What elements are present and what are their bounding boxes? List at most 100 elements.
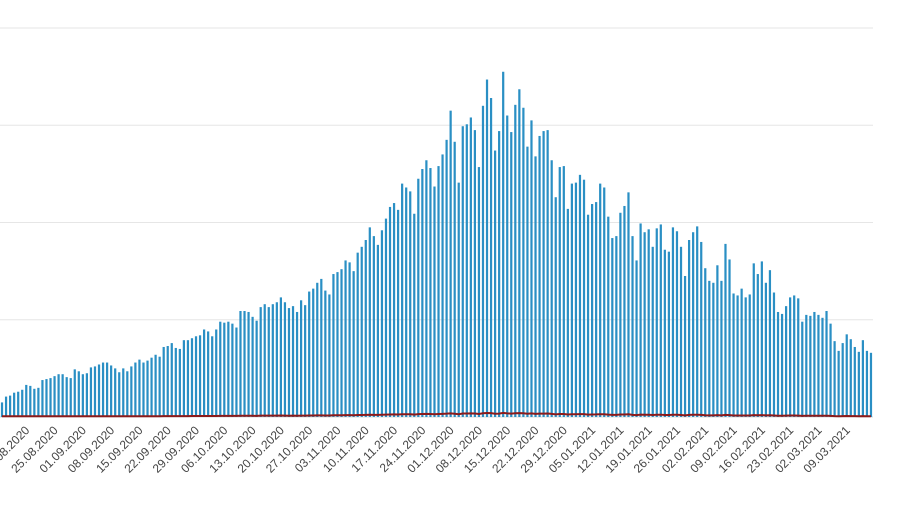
bar [396,209,400,417]
bar [65,377,68,417]
bar [558,167,561,417]
bar [352,271,355,418]
bar [392,203,396,417]
bar [340,269,343,417]
bar [279,297,282,417]
bar [825,311,828,417]
bar [635,260,638,417]
bar [841,343,844,417]
bar [158,356,161,417]
bar [473,130,476,418]
bar [29,385,32,417]
bar [869,352,873,417]
bar [372,236,375,417]
bar [857,351,860,417]
bar [13,392,16,417]
bar [320,278,323,417]
bar [360,246,363,417]
bar [207,331,210,417]
bar [696,226,699,417]
bar [259,307,262,417]
bar [534,156,537,417]
bar [744,297,747,417]
bar [619,212,622,417]
bar [784,306,788,417]
bar [287,308,291,417]
bar [481,105,485,418]
bar [138,359,141,417]
bar [219,321,222,417]
bar [267,307,270,417]
bar [316,282,319,417]
bar [655,228,658,417]
x-axis-ticks: 18.08.202025.08.202001.09.202008.09.2020… [0,423,853,476]
bar [344,260,347,417]
bar [760,261,763,417]
bar [413,213,416,417]
bar [724,243,727,417]
bar [837,350,840,417]
bar [578,174,582,417]
bar [388,206,392,417]
bar [728,259,731,417]
bar [85,373,88,417]
bar [809,315,812,417]
bar [178,348,181,418]
bar [768,270,772,417]
bar [465,124,468,417]
bar [421,169,424,417]
bar [485,79,489,417]
bar [736,295,739,417]
bar [570,183,573,417]
bar [202,329,206,418]
bar [615,236,618,417]
bar [679,246,683,417]
bar [37,387,40,417]
bar [114,368,117,418]
bar [530,120,533,417]
bar [25,384,28,417]
bar [498,131,501,417]
bar [170,343,173,417]
bar [748,294,751,417]
bar [445,139,448,417]
bar [429,168,432,417]
bar [453,141,456,417]
bar [45,379,48,417]
bar-series [0,71,873,418]
bar [368,227,371,417]
bar [493,150,497,417]
bar [154,354,157,417]
bar [526,146,529,417]
bar [291,306,295,417]
bar [457,182,460,417]
bar [712,282,715,417]
bar [275,302,278,418]
bar [611,238,614,417]
bar [356,252,359,417]
bar [332,274,335,417]
bar [4,396,8,417]
bar [57,374,60,417]
bar [73,369,76,417]
bar [299,300,303,417]
bar [562,166,565,417]
bar [223,322,226,417]
bar [789,297,792,417]
bar [271,304,274,417]
bar [105,362,109,417]
bar [829,323,832,417]
bar [595,202,598,417]
bar [295,311,299,417]
bar [69,378,72,417]
bar [433,186,436,417]
bar [166,346,169,417]
bar [833,341,836,417]
bar [77,371,80,417]
bar [716,265,719,417]
bar [308,291,311,417]
bar [182,340,185,417]
bar [263,304,266,417]
bar [659,224,662,417]
